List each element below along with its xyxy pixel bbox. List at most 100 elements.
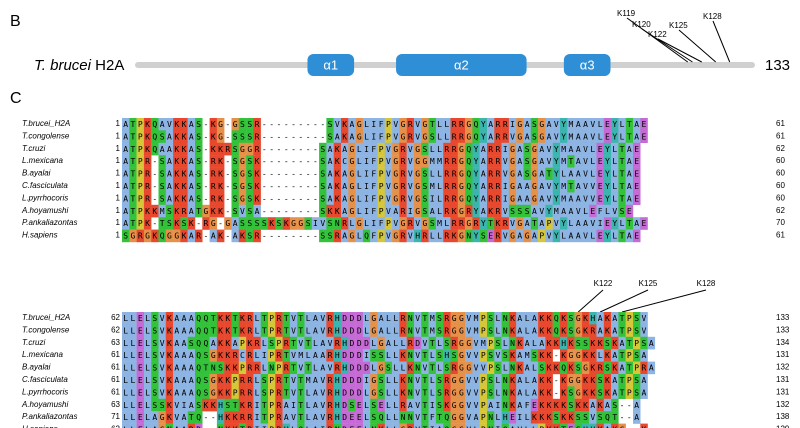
residue: S bbox=[152, 314, 157, 323]
residue: L bbox=[620, 219, 625, 228]
residue: K bbox=[182, 170, 187, 179]
residue-bg bbox=[238, 167, 247, 181]
residue-bg bbox=[552, 130, 561, 143]
residue-bg bbox=[472, 423, 480, 428]
residue: G bbox=[452, 326, 457, 335]
residue: L bbox=[123, 376, 128, 385]
residue-bg bbox=[494, 167, 502, 181]
residue-bg bbox=[246, 336, 254, 350]
residue: K bbox=[547, 326, 552, 335]
residue: - bbox=[269, 157, 274, 166]
residue: A bbox=[430, 207, 435, 216]
residue-bg bbox=[136, 324, 145, 337]
residue-bg bbox=[640, 423, 648, 428]
residue: - bbox=[298, 182, 303, 191]
residue: V bbox=[174, 401, 179, 410]
residue-bg bbox=[384, 336, 393, 350]
residue-bg bbox=[596, 349, 604, 362]
residue: Y bbox=[554, 170, 559, 179]
residue-bg bbox=[465, 229, 473, 243]
residue: Y bbox=[481, 132, 486, 141]
residue: G bbox=[415, 182, 420, 191]
residue: L bbox=[255, 376, 260, 385]
residue-bg bbox=[187, 349, 196, 362]
residue: V bbox=[503, 170, 508, 179]
residue: K bbox=[590, 388, 595, 397]
block2-species-10: H.sapiens bbox=[22, 425, 58, 428]
residue-bg bbox=[487, 386, 495, 399]
residue-bg bbox=[450, 374, 458, 387]
residue: K bbox=[225, 413, 230, 422]
residue: E bbox=[138, 413, 143, 422]
block1-species-7: L.pyrrhocoris bbox=[22, 193, 68, 202]
residue-bg bbox=[238, 118, 247, 131]
residue: S bbox=[437, 388, 442, 397]
residue-bg bbox=[560, 118, 568, 131]
residue-bg bbox=[494, 180, 502, 193]
residue-bg bbox=[603, 398, 612, 412]
residue: R bbox=[642, 364, 647, 373]
residue: K bbox=[335, 182, 340, 191]
residue-bg bbox=[297, 336, 305, 350]
block2-species-6: C.fasciculata bbox=[22, 375, 68, 384]
residue-bg bbox=[143, 324, 152, 337]
residue: R bbox=[408, 132, 413, 141]
residue-bg bbox=[173, 324, 181, 337]
residue: D bbox=[350, 326, 355, 335]
residue-bg bbox=[450, 229, 458, 243]
residue: L bbox=[364, 426, 369, 428]
residue: K bbox=[167, 326, 172, 335]
residue-bg bbox=[523, 312, 531, 325]
residue-bg bbox=[384, 374, 393, 387]
residue-bg bbox=[611, 204, 619, 218]
residue: L bbox=[357, 157, 362, 166]
residue-bg bbox=[472, 386, 480, 399]
residue-bg bbox=[435, 192, 444, 205]
residue-bg bbox=[530, 361, 539, 375]
residue-bg bbox=[377, 398, 385, 412]
residue: R bbox=[284, 364, 289, 373]
residue-bg bbox=[567, 180, 575, 193]
residue-bg bbox=[282, 386, 291, 399]
residue: E bbox=[138, 401, 143, 410]
residue: K bbox=[547, 401, 552, 410]
residue-bg bbox=[348, 411, 356, 424]
residue-bg bbox=[479, 386, 488, 399]
residue-bg bbox=[457, 336, 466, 350]
residue-bg bbox=[319, 386, 327, 399]
residue: A bbox=[634, 120, 639, 129]
residue-bg bbox=[501, 229, 510, 243]
residue-bg bbox=[450, 398, 458, 412]
residue-bg bbox=[450, 423, 458, 428]
residue-bg bbox=[275, 411, 283, 424]
residue-bg bbox=[589, 411, 597, 424]
residue-bg bbox=[384, 398, 393, 412]
residue: S bbox=[233, 182, 238, 191]
residue: G bbox=[357, 132, 362, 141]
residue-bg bbox=[122, 349, 130, 362]
residue: L bbox=[437, 132, 442, 141]
residue-bg bbox=[143, 142, 152, 156]
residue: V bbox=[393, 219, 398, 228]
residue-bg bbox=[560, 204, 568, 218]
residue: G bbox=[160, 413, 165, 422]
residue-bg bbox=[122, 312, 130, 325]
residue-bg bbox=[326, 411, 334, 424]
residue: Q bbox=[474, 132, 479, 141]
residue-bg bbox=[246, 349, 254, 362]
residue: N bbox=[211, 364, 216, 373]
residue-bg bbox=[129, 167, 137, 181]
residue-bg bbox=[530, 374, 539, 387]
residue: A bbox=[123, 120, 128, 129]
residue-bg bbox=[187, 130, 196, 143]
residue: - bbox=[269, 232, 274, 241]
residue: T bbox=[620, 376, 625, 385]
residue: G bbox=[539, 132, 544, 141]
residue-bg bbox=[465, 204, 473, 218]
residue-bg bbox=[589, 398, 597, 412]
residue-bg bbox=[472, 336, 480, 350]
residue-bg bbox=[567, 142, 575, 156]
residue-bg bbox=[487, 130, 495, 143]
